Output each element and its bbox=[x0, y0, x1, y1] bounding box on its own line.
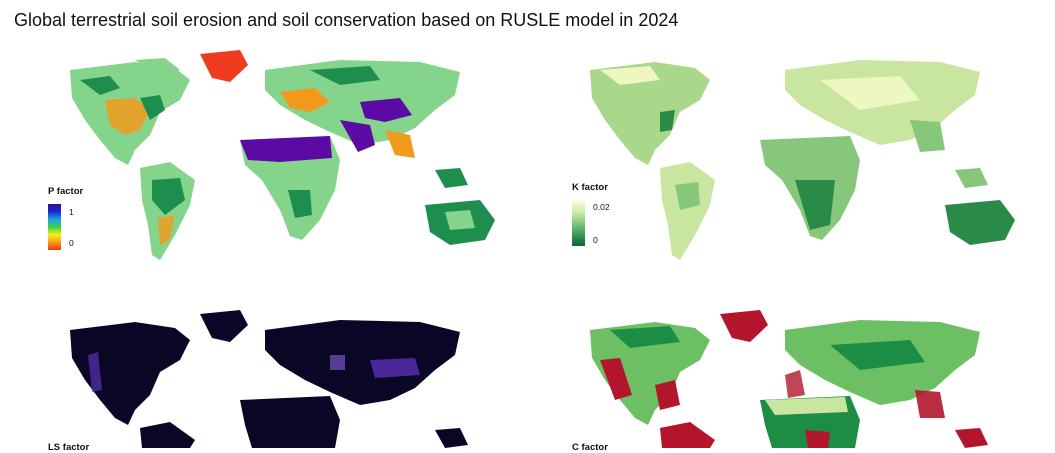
c-factor-map-panel: C factor bbox=[560, 300, 1040, 453]
c-factor-legend: C factor bbox=[572, 442, 642, 453]
ls-factor-map bbox=[70, 310, 468, 448]
c-continent-europe-asia bbox=[785, 320, 980, 418]
p-factor-legend: P factor 1 0 bbox=[48, 186, 108, 256]
p-legend-title: P factor bbox=[48, 186, 84, 197]
p-factor-map bbox=[70, 50, 495, 260]
k-factor-map bbox=[590, 60, 1015, 260]
k-factor-legend: K factor 0.02 0 bbox=[572, 182, 642, 252]
k-legend-title: K factor bbox=[572, 182, 608, 193]
figure-title: Global terrestrial soil erosion and soil… bbox=[14, 10, 679, 30]
ls-factor-legend: LS factor bbox=[48, 442, 118, 453]
p-continent-south-america bbox=[140, 162, 195, 260]
p-factor-map-panel: P factor 1 0 bbox=[40, 40, 520, 280]
c-continent-africa bbox=[760, 396, 860, 448]
ls-factor-map-panel: LS factor bbox=[40, 300, 520, 453]
ls-southeast-asia bbox=[435, 428, 468, 448]
k-continent-europe-asia bbox=[785, 60, 980, 152]
k-southeast-asia bbox=[955, 168, 988, 188]
k-factor-map-panel: K factor 0.02 0 bbox=[560, 40, 1040, 280]
p-legend-min-label: 0 bbox=[69, 238, 74, 248]
k-continent-north-america bbox=[590, 62, 710, 165]
p-legend-colorbar bbox=[48, 204, 61, 250]
c-continent-south-america bbox=[660, 422, 715, 448]
c-factor-map bbox=[590, 310, 988, 448]
p-greenland bbox=[200, 50, 248, 82]
p-continent-north-america bbox=[70, 58, 190, 165]
k-continent-south-america bbox=[660, 162, 715, 260]
k-legend-min-label: 0 bbox=[593, 235, 598, 245]
ls-continent-africa bbox=[240, 396, 340, 448]
k-legend-max-label: 0.02 bbox=[593, 202, 610, 212]
p-continent-europe-asia bbox=[265, 60, 460, 158]
c-greenland bbox=[720, 310, 768, 342]
k-continent-australia bbox=[945, 200, 1015, 245]
p-continent-africa bbox=[240, 136, 340, 240]
c-continent-north-america bbox=[590, 322, 710, 425]
p-continent-australia bbox=[425, 200, 495, 245]
ls-greenland bbox=[200, 310, 248, 342]
k-legend-colorbar bbox=[572, 200, 585, 246]
ls-continent-europe-asia bbox=[265, 320, 460, 405]
p-southeast-asia bbox=[435, 168, 468, 188]
p-legend-max-label: 1 bbox=[69, 207, 74, 217]
ls-continent-south-america bbox=[140, 422, 195, 448]
ls-continent-north-america bbox=[70, 322, 190, 425]
c-southeast-asia bbox=[955, 428, 988, 448]
k-continent-africa bbox=[760, 136, 860, 240]
